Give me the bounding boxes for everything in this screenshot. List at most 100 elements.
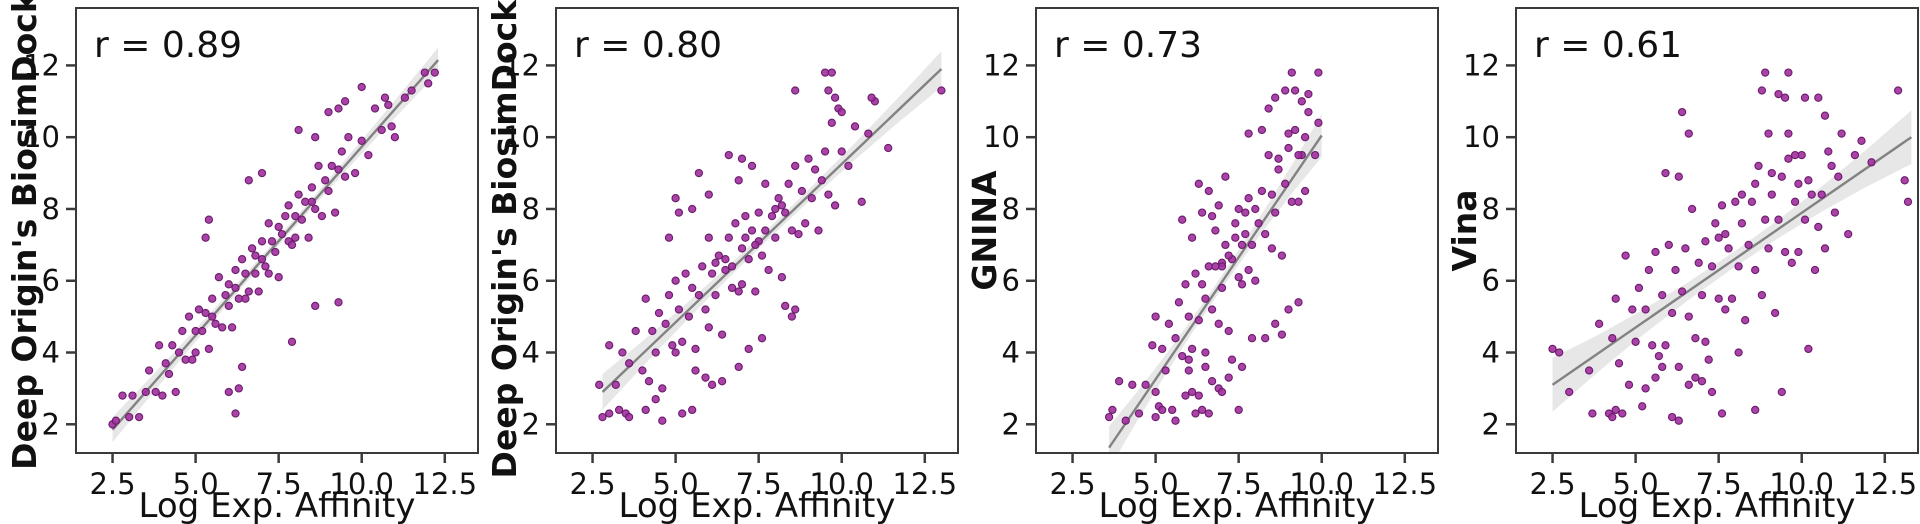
scatter-point — [1618, 409, 1627, 418]
regression-line — [1551, 136, 1913, 386]
scatter-point — [1734, 348, 1743, 357]
scatter-point — [1158, 405, 1167, 415]
x-axis-label: Log Exp. Affinity — [139, 486, 416, 524]
scatter-point — [1820, 244, 1830, 253]
scatter-point — [161, 359, 170, 368]
y-tick-label: 12 — [503, 48, 540, 82]
scatter-point — [654, 308, 664, 318]
scatter-point — [1264, 104, 1273, 113]
scatter-point — [334, 165, 343, 174]
scatter-point — [1794, 179, 1803, 188]
scatter-point — [1197, 405, 1207, 415]
scatter-point — [257, 255, 267, 264]
x-tick-label: 7.5 — [1696, 467, 1742, 501]
scatter-point — [801, 219, 810, 228]
scatter-point — [284, 201, 293, 210]
scatter-point — [1661, 341, 1670, 350]
scatter-point — [1261, 229, 1270, 239]
regression-line — [111, 59, 440, 431]
scatter-point — [1181, 391, 1190, 400]
scatter-point — [1294, 197, 1303, 206]
scatter-point — [334, 298, 343, 307]
scatter-point — [1271, 208, 1280, 217]
scatter-point — [294, 190, 303, 199]
scatter-point — [1684, 312, 1693, 321]
scatter-point — [1237, 240, 1247, 250]
scatter-point — [1247, 240, 1257, 250]
scatter-point — [317, 211, 327, 221]
scatter-point — [321, 176, 330, 185]
scatter-point — [340, 172, 350, 181]
scatter-point — [605, 409, 614, 418]
scatter-point — [324, 186, 333, 196]
scatter-point — [807, 194, 816, 203]
scatter-point — [678, 337, 687, 346]
scatter-point — [611, 380, 620, 389]
y-tick-label: 6 — [42, 264, 60, 298]
scatter-point — [1231, 219, 1240, 228]
scatter-point — [1711, 219, 1720, 228]
scatter-point — [400, 93, 410, 102]
scatter-point — [1297, 97, 1306, 106]
scatter-point — [744, 344, 753, 354]
scatter-point — [267, 237, 277, 246]
scatter-point — [407, 86, 416, 95]
y-tick-label: 6 — [522, 264, 540, 298]
scatter-point — [1257, 186, 1267, 196]
scatter-point — [1204, 409, 1213, 418]
scatter-point — [287, 337, 297, 346]
scatter-point — [1184, 366, 1193, 375]
scatter-point — [370, 104, 380, 113]
scatter-point — [1784, 68, 1793, 77]
scatter-point — [1830, 208, 1840, 217]
scatter-point — [178, 326, 187, 336]
scatter-point — [1800, 93, 1810, 102]
x-tick-label: 7.5 — [256, 467, 302, 501]
scatter-point — [651, 348, 660, 357]
scatter-point — [714, 251, 723, 260]
scatter-point — [1717, 409, 1727, 418]
scatter-point — [1588, 409, 1597, 418]
scatter-point — [1287, 197, 1296, 206]
scatter-point — [704, 190, 713, 199]
scatter-point — [1734, 262, 1743, 271]
scatter-point — [741, 211, 750, 221]
scatter-point — [380, 93, 390, 102]
scatter-point — [850, 122, 860, 131]
scatter-point — [1267, 190, 1277, 199]
scatter-point — [1684, 129, 1693, 138]
scatter-point — [1837, 129, 1846, 138]
scatter-point — [1178, 351, 1187, 361]
scatter-point — [1638, 402, 1647, 411]
scatter-point — [724, 233, 733, 242]
scatter-point — [390, 133, 400, 142]
scatter-point — [1187, 344, 1197, 354]
scatter-point — [1264, 150, 1273, 160]
scatter-point — [1194, 179, 1203, 188]
scatter-point — [1787, 258, 1796, 267]
scatter-point — [344, 133, 353, 142]
scatter-point — [218, 323, 227, 332]
scatter-point — [688, 204, 697, 214]
y-tick-label: 8 — [522, 192, 540, 226]
scatter-point — [744, 255, 753, 264]
scatter-point — [724, 150, 733, 160]
scatter-point — [1244, 265, 1253, 275]
scatter-point — [1674, 362, 1683, 372]
scatter-point — [1611, 405, 1620, 415]
scatter-point — [174, 348, 184, 357]
scatter-point — [1707, 262, 1717, 271]
scatter-point — [1691, 334, 1700, 343]
scatter-point — [191, 348, 200, 357]
scatter-point — [1197, 208, 1207, 217]
scatter-point — [1287, 68, 1296, 77]
scatter-point — [1893, 86, 1903, 95]
y-tick-label: 10 — [503, 120, 540, 154]
scatter-point — [857, 197, 866, 206]
scatter-point — [1168, 405, 1177, 415]
scatter-point — [774, 194, 783, 203]
scatter-point — [264, 269, 273, 278]
scatter-point — [1608, 334, 1617, 343]
panel-biosimdock-star: 2.5 5.0 7.5 10.0 12.5 2 4 6 8 10 12 r = 0.80 Log Exp… — [480, 0, 960, 524]
scatter-point — [340, 97, 350, 106]
